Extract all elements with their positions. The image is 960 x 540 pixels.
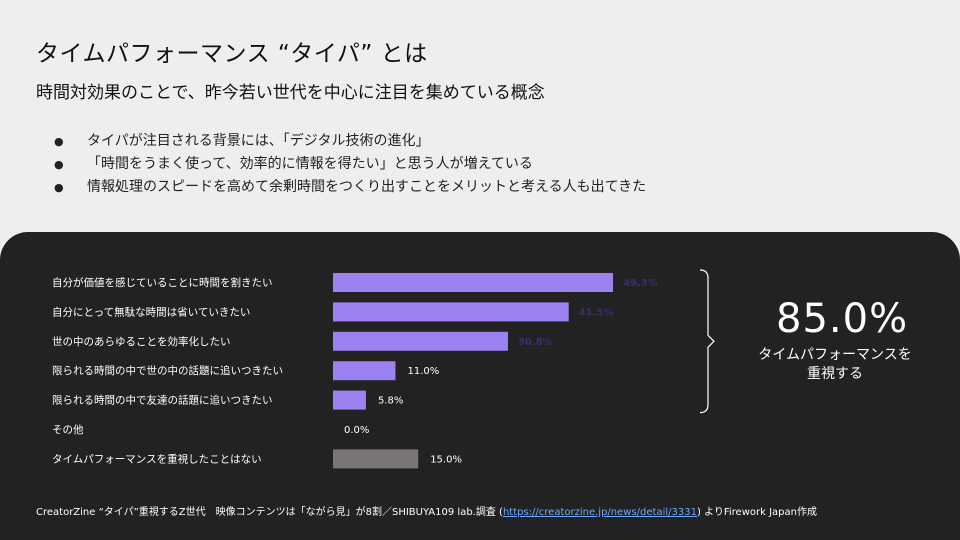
data-label: 5.8% xyxy=(378,396,403,407)
bar xyxy=(333,449,419,469)
bullet-item: タイパが注目される背景には、「デジタル技術の進化」 xyxy=(54,130,646,153)
data-label: 15.0% xyxy=(430,454,462,465)
category-label: タイムパフォーマンスを重視したことはない xyxy=(52,452,262,465)
category-label: 世の中のあらゆることを効率化したい xyxy=(52,335,231,348)
highlight-caption-line1: タイムパフォーマンスを xyxy=(758,347,912,363)
highlight-caption-line2: 重視する xyxy=(807,366,863,382)
data-label: 30.8% xyxy=(518,337,553,348)
bullet-item: 情報処理のスピードを高めて余剰時間をつくり出すことをメリットと考える人も出てきた xyxy=(54,176,646,199)
source-citation: CreatorZine “タイパ”重視するZ世代 映像コンテンツは「ながら見」が… xyxy=(36,503,817,518)
category-label: 限られる時間の中で世の中の話題に追いつきたい xyxy=(52,364,283,377)
data-label: 49.3% xyxy=(623,278,658,289)
bullet-list: タイパが注目される背景には、「デジタル技術の進化」 「時間をうまく使って、効率的… xyxy=(54,130,646,199)
bullet-item: 「時間をうまく使って、効率的に情報を得たい」と思う人が増えている xyxy=(54,153,646,176)
source-prefix: CreatorZine “タイパ”重視するZ世代 映像コンテンツは「ながら見」が… xyxy=(36,507,503,518)
highlight-caption: タイムパフォーマンスを 重視する xyxy=(750,346,920,384)
bar xyxy=(333,273,614,292)
bar xyxy=(333,361,396,381)
bar xyxy=(333,302,569,322)
slide-subtitle: 時間対効果のことで、昨今若い世代を中心に注目を集めている概念 xyxy=(36,83,545,103)
source-suffix: ) よりFirework Japan作成 xyxy=(696,507,817,518)
bracket xyxy=(699,269,715,414)
data-label: 11.0% xyxy=(407,366,439,377)
data-label: 0.0% xyxy=(344,425,369,436)
category-label: 自分にとって無駄な時間は省いていきたい xyxy=(52,305,250,318)
category-label: その他 xyxy=(52,423,84,436)
bar xyxy=(333,331,508,351)
bar xyxy=(333,390,366,410)
data-label: 41.5% xyxy=(579,307,614,318)
category-label: 限られる時間の中で友達の話題に追いつきたい xyxy=(52,394,273,407)
highlight-value: 85.0% xyxy=(776,296,909,342)
source-link[interactable]: https://creatorzine.jp/news/detail/3331 xyxy=(502,507,697,518)
slide-title: タイムパフォーマンス “タイパ” とは xyxy=(36,41,428,67)
category-label: 自分が価値を感じていることに時間を割きたい xyxy=(52,276,273,289)
